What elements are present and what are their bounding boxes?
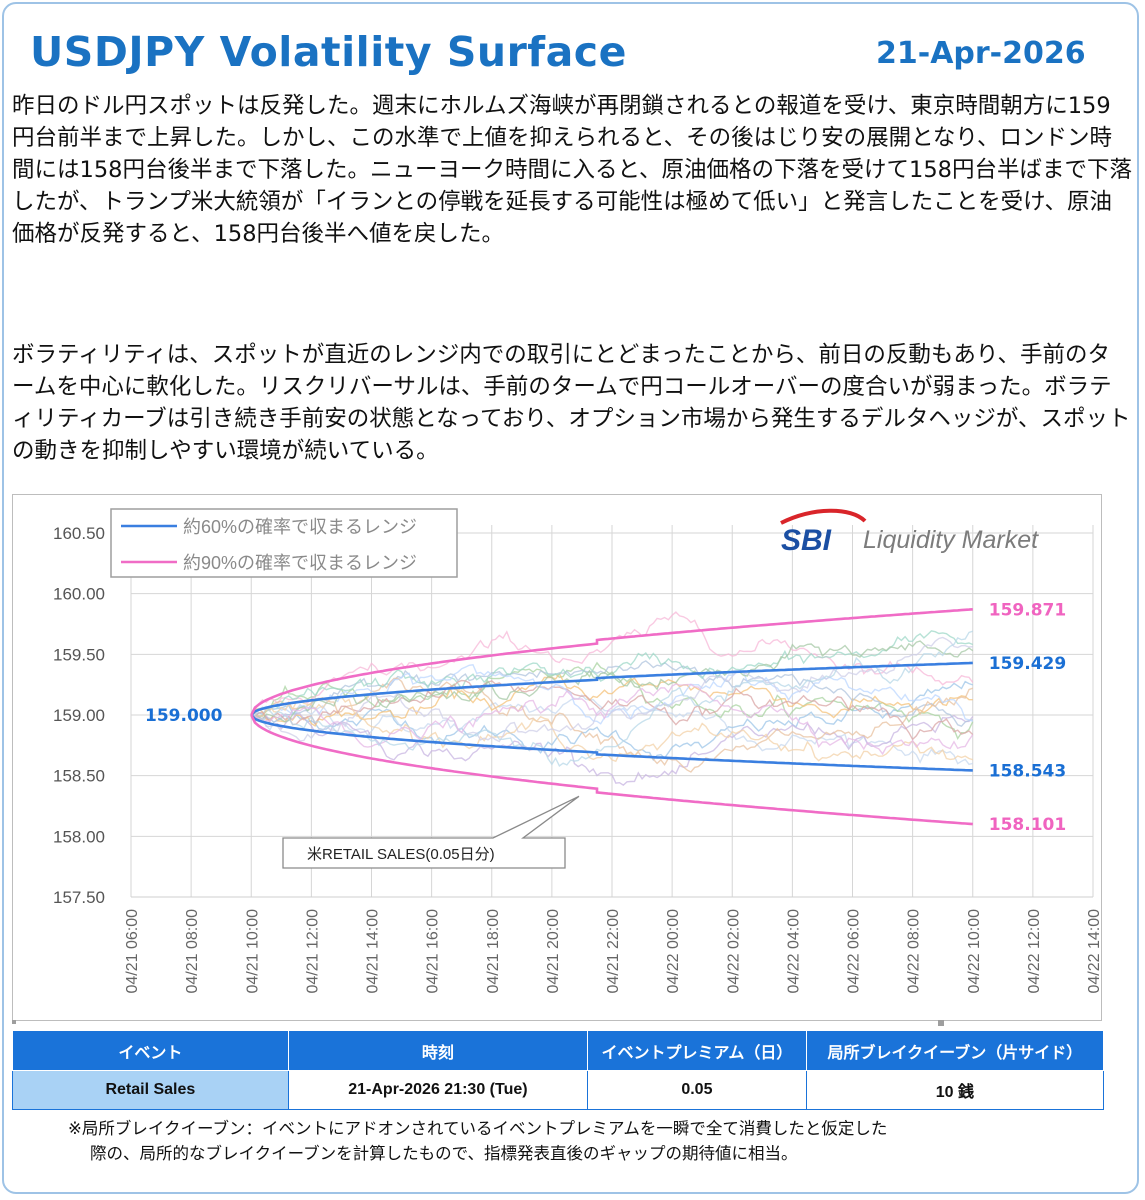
spot-value-label: 159.000 bbox=[145, 706, 223, 726]
lower-60-label: 158.543 bbox=[989, 761, 1066, 781]
simulated-path bbox=[251, 683, 974, 756]
y-axis: 160.50 160.00 159.50 159.00 158.50 158.00 157.… bbox=[53, 524, 105, 907]
simulated-path bbox=[251, 679, 974, 741]
upper-90-label: 159.871 bbox=[989, 600, 1066, 620]
x-tick-label: 04/22 00:00 bbox=[665, 909, 682, 994]
cell-event-time: 21-Apr-2026 21:30 (Tue) bbox=[287, 1070, 589, 1110]
chart-legend: 約60%の確率で収まるレンジ 約90%の確率で収まるレンジ bbox=[110, 508, 458, 578]
cell-event-name: Retail Sales bbox=[12, 1070, 289, 1110]
x-tick-label: 04/21 06:00 bbox=[124, 909, 141, 994]
header-event: イベント bbox=[12, 1030, 289, 1071]
y-tick-label: 157.50 bbox=[53, 888, 105, 907]
commentary-paragraph-2: ボラティリティは、スポットが直近のレンジ内での取引にとどまったことから、前日の反… bbox=[12, 342, 1131, 464]
band-90-lower bbox=[250, 714, 973, 826]
x-tick-label: 04/21 22:00 bbox=[605, 909, 622, 994]
chart-resize-grip-right bbox=[938, 1020, 944, 1026]
simulated-path bbox=[250, 636, 973, 743]
legend-box bbox=[110, 508, 458, 578]
x-tick-label: 04/22 08:00 bbox=[906, 909, 923, 994]
footnote: ※局所ブレイクイーブン：イベントにアドオンされているイベントプレミアムを一瞬で全… bbox=[68, 1116, 1068, 1166]
y-tick-label: 158.50 bbox=[53, 767, 105, 786]
footnote-line-1: ※局所ブレイクイーブン：イベントにアドオンされているイベントプレミアムを一瞬で全… bbox=[68, 1119, 888, 1138]
x-tick-label: 04/21 14:00 bbox=[365, 909, 382, 994]
x-tick-label: 04/21 16:00 bbox=[425, 909, 442, 994]
chart-resize-grip-left bbox=[12, 1020, 16, 1024]
page-title: USDJPY Volatility Surface bbox=[30, 28, 627, 76]
x-tick-label: 04/22 12:00 bbox=[1026, 909, 1043, 994]
lower-90-label: 158.101 bbox=[989, 815, 1066, 835]
event-table: イベント 時刻 イベントプレミアム（日） 局所ブレイクイーブン（片サイド） Re… bbox=[12, 1030, 1105, 1110]
cell-breakeven: 10 銭 bbox=[805, 1070, 1105, 1110]
table-row: Retail Sales 21-Apr-2026 21:30 (Tue) 0.0… bbox=[12, 1070, 1105, 1110]
band-60-lower bbox=[250, 714, 973, 772]
sbi-logo: SBI Liquidity Market bbox=[780, 508, 1039, 557]
event-table-header: イベント 時刻 イベントプレミアム（日） 局所ブレイクイーブン（片サイド） bbox=[12, 1030, 1105, 1071]
simulated-path bbox=[250, 664, 974, 725]
upper-60-label: 159.429 bbox=[989, 654, 1066, 674]
x-tick-label: 04/22 10:00 bbox=[966, 909, 983, 994]
y-tick-label: 158.00 bbox=[53, 827, 105, 846]
y-tick-label: 160.50 bbox=[53, 524, 105, 543]
logo-text: Liquidity Market bbox=[863, 526, 1039, 554]
chart-svg: 160.50 160.00 159.50 159.00 158.50 158.00 157.… bbox=[53, 508, 1103, 994]
x-tick-label: 04/21 20:00 bbox=[545, 909, 562, 994]
band-60-upper bbox=[250, 661, 973, 716]
footnote-line-2: 際の、局所的なブレイクイーブンを計算したもので、指標発表直後のギャップの期待値に… bbox=[90, 1144, 798, 1163]
cell-event-premium: 0.05 bbox=[587, 1070, 807, 1110]
simulated-paths bbox=[250, 611, 974, 786]
annotation-text: 米RETAIL SALES(0.05日分) bbox=[307, 846, 495, 863]
legend-label-90: 約90%の確率で収まるレンジ bbox=[183, 553, 417, 573]
x-tick-label: 04/21 18:00 bbox=[485, 909, 502, 994]
x-tick-label: 04/22 04:00 bbox=[785, 909, 802, 994]
simulated-path bbox=[250, 660, 973, 728]
commentary-paragraph-1: 昨日のドル円スポットは反発した。週末にホルムズ海峡が再閉鎖されるとの報道を受け、… bbox=[12, 93, 1132, 247]
x-tick-label: 04/22 06:00 bbox=[846, 909, 863, 994]
x-tick-label: 04/21 12:00 bbox=[304, 909, 321, 994]
logo-brand: SBI bbox=[781, 524, 832, 557]
simulated-path bbox=[250, 695, 974, 763]
y-tick-label: 159.00 bbox=[53, 706, 105, 725]
legend-label-60: 約60%の確率で収まるレンジ bbox=[183, 517, 417, 537]
x-tick-label: 04/21 08:00 bbox=[184, 909, 201, 994]
band-90-upper bbox=[250, 608, 973, 716]
x-tick-label: 04/21 10:00 bbox=[244, 909, 261, 994]
range-bands bbox=[250, 608, 973, 826]
event-annotation: 米RETAIL SALES(0.05日分) bbox=[282, 795, 580, 869]
header-premium: イベントプレミアム（日） bbox=[587, 1030, 807, 1071]
x-tick-label: 04/22 14:00 bbox=[1086, 909, 1101, 994]
logo-swoosh bbox=[780, 508, 867, 525]
volatility-chart: 160.50 160.00 159.50 159.00 158.50 158.00 157.… bbox=[12, 494, 1103, 1021]
header-time: 時刻 bbox=[287, 1030, 589, 1071]
x-axis: 04/21 06:00 04/21 08:00 04/21 10:00 04/21 1… bbox=[124, 909, 1103, 994]
x-tick-label: 04/22 02:00 bbox=[725, 909, 742, 994]
simulated-path bbox=[250, 672, 973, 727]
simulated-path bbox=[250, 630, 974, 716]
y-tick-label: 159.50 bbox=[53, 645, 105, 664]
y-tick-label: 160.00 bbox=[53, 585, 105, 604]
report-date: 21-Apr-2026 bbox=[876, 36, 1086, 71]
annotation-callout bbox=[282, 795, 580, 869]
header-breakeven: 局所ブレイクイーブン（片サイド） bbox=[805, 1030, 1105, 1071]
